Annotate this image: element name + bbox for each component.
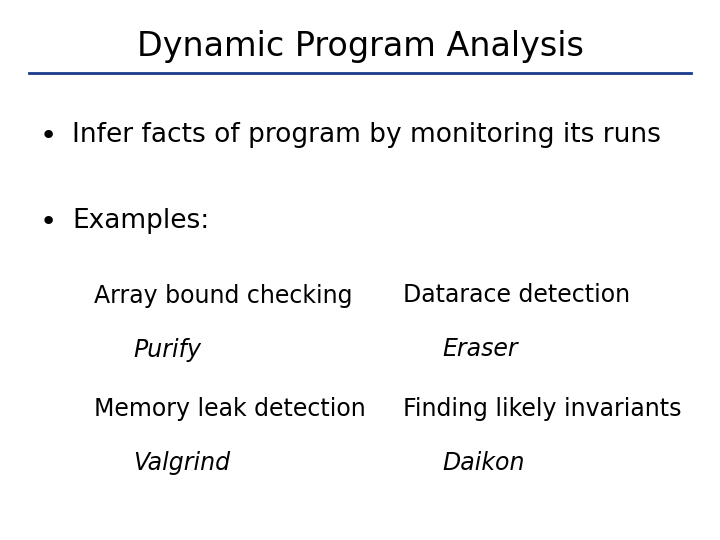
Text: Memory leak detection: Memory leak detection (94, 397, 365, 421)
Text: Valgrind: Valgrind (133, 451, 230, 475)
Text: •: • (40, 122, 57, 150)
Text: Examples:: Examples: (72, 208, 210, 234)
Text: Finding likely invariants: Finding likely invariants (403, 397, 682, 421)
Text: Purify: Purify (133, 338, 201, 361)
Text: Array bound checking: Array bound checking (94, 284, 352, 307)
Text: •: • (40, 208, 57, 236)
Text: Datarace detection: Datarace detection (403, 284, 630, 307)
Text: Dynamic Program Analysis: Dynamic Program Analysis (137, 30, 583, 63)
Text: Infer facts of program by monitoring its runs: Infer facts of program by monitoring its… (72, 122, 661, 147)
Text: Eraser: Eraser (443, 338, 518, 361)
Text: Daikon: Daikon (443, 451, 526, 475)
